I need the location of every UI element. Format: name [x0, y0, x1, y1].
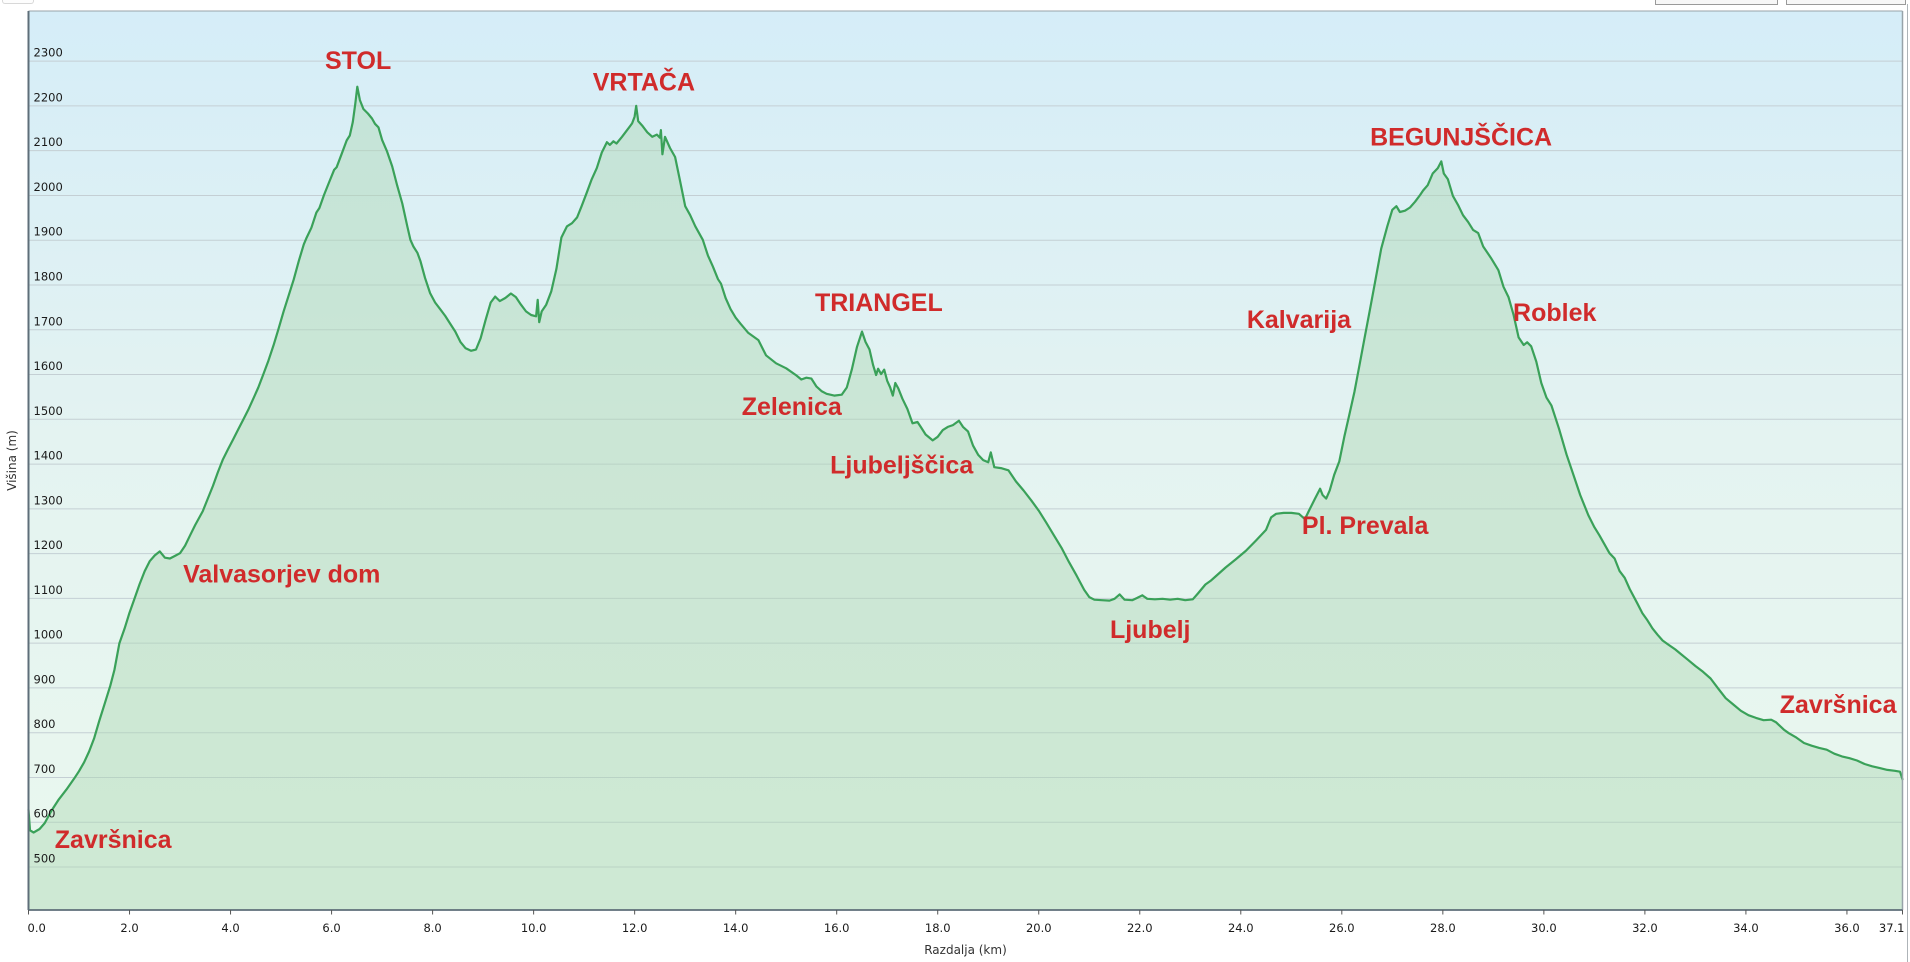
y-tick-label: 600	[34, 807, 56, 821]
y-tick-label: 900	[34, 672, 56, 686]
panel-right-border	[1907, 4, 1908, 962]
x-tick-label: 24.0	[1228, 921, 1254, 935]
x-tick-label: 30.0	[1531, 921, 1557, 935]
x-tick-label: 6.0	[322, 921, 340, 935]
y-tick-label: 1000	[34, 628, 63, 642]
y-tick-label: 500	[34, 852, 56, 866]
x-tick-label: 34.0	[1733, 921, 1759, 935]
y-tick-label: 1400	[34, 449, 63, 463]
x-tick-label: 16.0	[824, 921, 850, 935]
y-tick-label: 1300	[34, 493, 63, 507]
peak-label: Pl. Prevala	[1302, 512, 1430, 540]
peak-label: Valvasorjev dom	[183, 561, 380, 589]
y-tick-label: 2200	[34, 90, 63, 104]
x-tick-label: 36.0	[1834, 921, 1860, 935]
x-tick-label: 28.0	[1430, 921, 1456, 935]
y-tick-label: 2300	[34, 46, 63, 60]
y-tick-label: 1700	[34, 314, 63, 328]
x-tick-label: 14.0	[723, 921, 749, 935]
peak-label: Roblek	[1513, 299, 1596, 327]
cut-off-button-2[interactable]	[1786, 0, 1906, 5]
x-tick-label: 0.0	[28, 921, 46, 935]
peak-label: Zelenica	[742, 393, 843, 421]
y-tick-label: 2000	[34, 180, 63, 194]
x-tick-label: 20.0	[1026, 921, 1052, 935]
x-tick-label: 22.0	[1127, 921, 1153, 935]
y-tick-label: 1800	[34, 269, 63, 283]
y-tick-label: 1200	[34, 538, 63, 552]
x-tick-label: 12.0	[622, 921, 648, 935]
x-tick-label: 18.0	[925, 921, 951, 935]
plot-background	[28, 11, 1903, 910]
peak-label: VRTAČA	[593, 67, 695, 97]
peak-label: Ljubeljščica	[830, 451, 974, 479]
peak-label: TRIANGEL	[815, 289, 943, 317]
peak-label: Kalvarija	[1247, 306, 1352, 334]
y-tick-label: 1100	[34, 583, 63, 597]
x-tick-label: 26.0	[1329, 921, 1355, 935]
x-tick-label: 32.0	[1632, 921, 1658, 935]
x-tick-label: 8.0	[423, 921, 441, 935]
x-tick-label: 37.1	[1879, 921, 1905, 935]
y-tick-label: 800	[34, 717, 56, 731]
x-tick-label: 2.0	[120, 921, 138, 935]
peak-label: STOL	[325, 47, 391, 75]
x-axis-title: Razdalja (km)	[924, 943, 1007, 957]
elevation-line	[27, 85, 1904, 834]
x-tick-label: 4.0	[221, 921, 239, 935]
peak-label: Ljubelj	[1110, 616, 1191, 644]
y-tick-label: 1600	[34, 359, 63, 373]
peak-label: Završnica	[1780, 691, 1898, 719]
y-tick-label: 2100	[34, 135, 63, 149]
cut-off-element	[2, 0, 34, 4]
y-tick-label: 1900	[34, 225, 63, 239]
elevation-area	[28, 86, 1903, 910]
y-axis-title: Višina (m)	[5, 430, 19, 491]
cut-off-button-1[interactable]	[1655, 0, 1778, 5]
peak-label: BEGUNJŠČICA	[1370, 121, 1552, 151]
x-tick-label: 10.0	[521, 921, 547, 935]
peak-label: Završnica	[55, 826, 173, 854]
y-tick-label: 1500	[34, 404, 63, 418]
y-tick-label: 700	[34, 762, 56, 776]
